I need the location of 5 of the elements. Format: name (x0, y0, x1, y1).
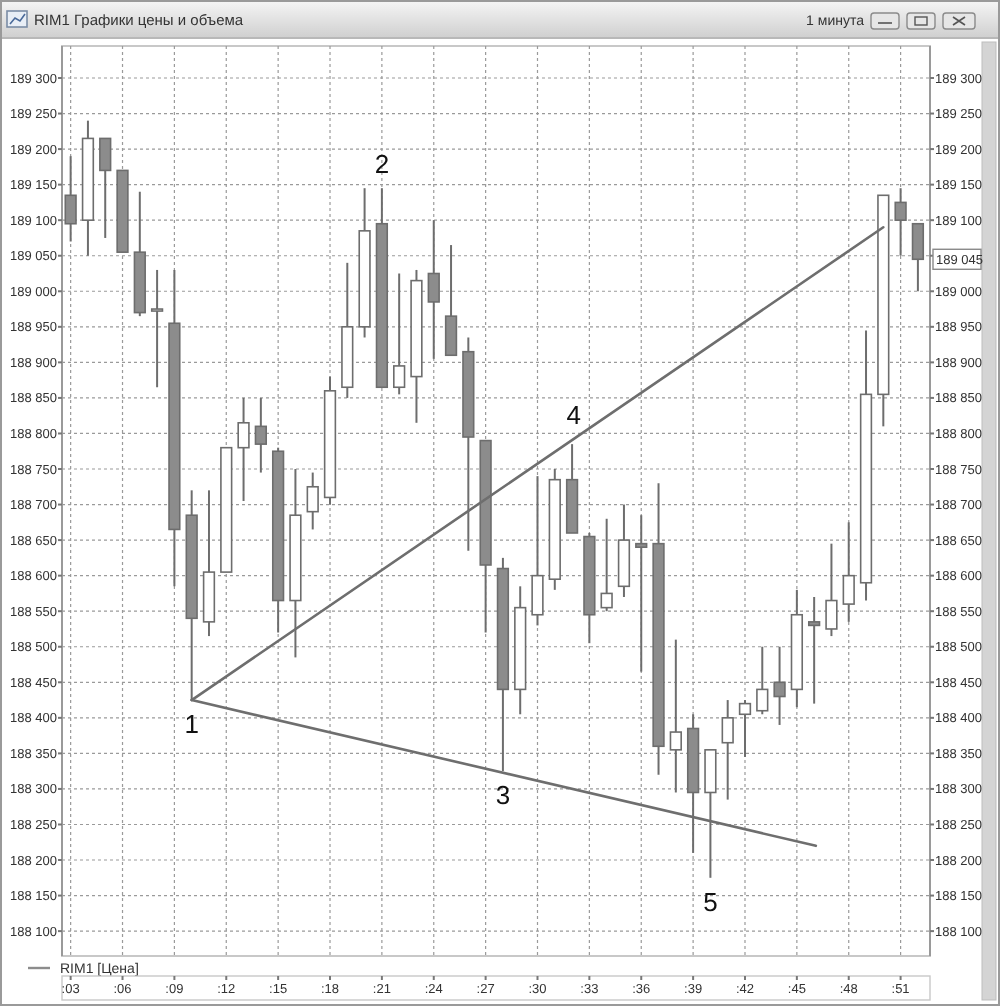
annotation: 5 (703, 886, 718, 917)
annotation: 4 (566, 400, 582, 431)
annotation: 2 (374, 149, 390, 180)
annotation: 3 (495, 780, 511, 811)
annotation: 1 (184, 709, 199, 740)
